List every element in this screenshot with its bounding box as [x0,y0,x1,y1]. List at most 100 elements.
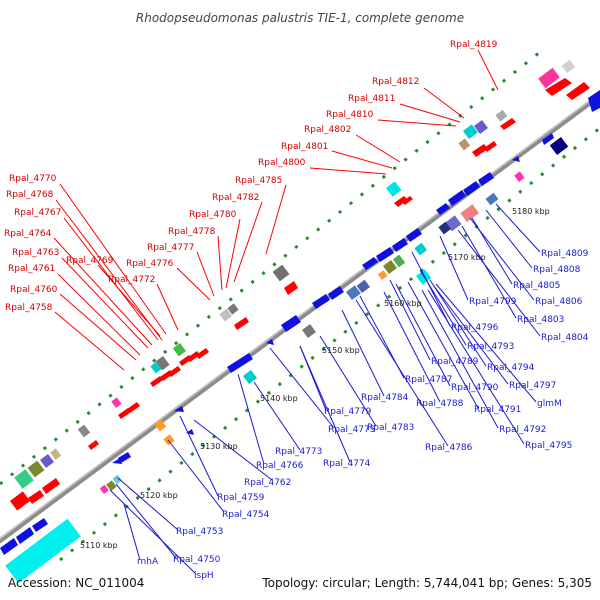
gene-label: Rpal_4779 [324,407,372,417]
gene-block-grey [301,323,317,339]
leader-line [439,235,469,301]
leader-line [427,289,525,445]
gene-label: Rpal_4787 [405,375,452,385]
forward-gene [42,478,60,494]
gene-label: Rpal_4754 [222,510,270,520]
leader-line [176,267,211,301]
gene-label: Rpal_4778 [168,227,216,237]
leader-line [423,87,465,119]
leader-line [407,281,479,409]
leader-line [429,279,487,367]
reverse-gene [542,133,554,145]
gene-label: rnhA [137,557,159,567]
reverse-gene [436,203,450,215]
reverse-gene-labels: Rpal_4809 Rpal_4808 Rpal_4805 Rpal_4806 … [137,249,589,581]
gene-label: Rpal_4789 [431,357,479,367]
gene-block-pink [111,397,122,408]
gene-block-olive [382,259,398,275]
gene-block-blue [485,192,499,206]
leader-line [123,503,141,561]
gene-block-blue [345,285,361,301]
gene-block-green [172,342,187,357]
reverse-gene [174,406,184,412]
gene-label: Rpal_4762 [244,478,291,488]
forward-gene [196,348,209,359]
leader-line [299,345,351,463]
gene-label: Rpal_4810 [326,110,374,120]
leader-line [53,237,153,346]
leader-line [355,299,449,447]
kbp-tick-label: 5140 kbp [260,394,298,403]
forward-gene [472,144,488,157]
leader-line [469,217,535,301]
leader-line [269,347,335,429]
leader-line [63,217,159,341]
gene-label: Rpal_4792 [499,425,546,435]
gene-label: Rpal_4794 [487,363,535,373]
map-title: Rhodopseudomonas palustris TIE-1, comple… [136,11,464,25]
gene-label: Rpal_4750 [173,555,221,565]
gene-label: Rpal_4796 [451,323,499,333]
leader-line [319,335,377,427]
gene-label: Rpal_4780 [189,210,237,220]
gene-block-cyan [414,242,428,256]
gene-block-cyan [112,474,122,484]
gene-label: Rpal_4768 [6,190,54,200]
inner-dotted-track [59,126,600,562]
forward-gene [88,440,99,450]
leader-line [59,183,167,335]
gene-block-grey [272,264,290,282]
gene-block-cyan [462,124,478,140]
kbp-tick-label: 5150 kbp [322,346,360,355]
gene-label: Rpal_4783 [367,423,414,433]
reverse-gene [448,190,466,206]
gene-block-grey [495,109,508,122]
gene-label: Rpal_4803 [517,315,564,325]
gene-block-pink [514,171,525,182]
leader-line [156,283,179,331]
accession-text: Accession: NC_011004 [8,576,144,590]
reverse-gene [312,294,330,309]
gene-block-olive [106,480,117,491]
gene-label: Rpal_4784 [361,393,409,403]
gene-label: Rpal_4802 [304,125,351,135]
gene-block-olive [27,460,45,478]
leader-line [331,150,393,169]
gene-label: Rpal_4776 [126,259,174,269]
gene-block-cyan-large [5,518,81,584]
leader-line [433,285,509,385]
leader-line [57,273,141,356]
leader-line [265,184,287,255]
reverse-gene [238,353,253,366]
leader-line [399,103,461,123]
reverse-gene [118,452,131,463]
forward-gene [168,366,181,377]
gene-block-orange [163,434,175,446]
forward-leaders [53,49,499,371]
gene-label: Rpal_4788 [416,399,464,409]
leader-line [97,264,161,337]
leader-line [59,293,137,361]
gene-label: Rpal_4800 [258,158,306,168]
leader-line [341,309,385,397]
gene-label: Rpal_4791 [474,405,521,415]
kbp-tick-label: 5110 kbp [80,541,118,550]
leader-line [461,225,517,319]
gene-block-grey [155,355,170,371]
gene-block-green [392,254,406,268]
gene-label: Rpal_4764 [4,229,52,239]
reverse-gene [16,527,34,544]
leader-line [225,218,241,289]
reverse-gene [281,315,301,332]
gene-block-purple [473,119,489,135]
gene-label: Rpal_4786 [425,443,473,453]
kbp-tick-label: 5170 kbp [448,253,486,262]
gene-block-salmon [460,204,479,223]
gene-label: glmM [537,399,562,409]
kbp-tick-label: 5120 kbp [140,491,178,500]
kbp-tick-label: 5180 kbp [512,207,550,216]
reverse-gene [266,339,274,345]
gene-label: Rpal_4804 [541,333,589,343]
gene-block-purple [39,453,55,469]
gene-block-green [14,469,34,489]
